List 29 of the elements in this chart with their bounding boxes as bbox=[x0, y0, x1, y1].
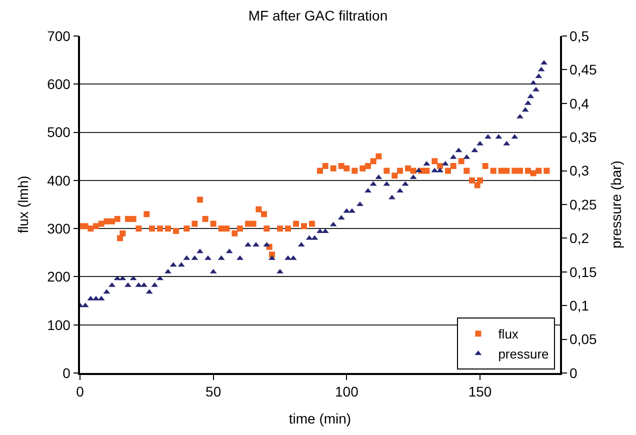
y-tick-label: 500 bbox=[47, 124, 71, 140]
x-tick-label: 50 bbox=[206, 384, 222, 400]
y2-tick-label: 0,1 bbox=[570, 298, 590, 314]
y2-tick-label: 0,35 bbox=[570, 129, 598, 145]
y2-axis-title: pressure (bar) bbox=[608, 160, 624, 248]
y-tick-label: 300 bbox=[47, 220, 71, 236]
y2-tick-label: 0,4 bbox=[570, 95, 590, 112]
y-tick-label: 700 bbox=[47, 28, 71, 44]
y2-tick-label: 0,3 bbox=[570, 162, 590, 179]
x-tick-label: 0 bbox=[76, 384, 84, 400]
y2-tick-label: 0,45 bbox=[570, 62, 598, 78]
x-tick-label: 150 bbox=[468, 384, 492, 400]
chart-title: MF after GAC filtration bbox=[248, 8, 388, 24]
y2-tick-label: 0,05 bbox=[570, 331, 598, 348]
legend-label: flux bbox=[498, 326, 519, 342]
y-tick-label: 200 bbox=[47, 268, 71, 285]
legend-label: pressure bbox=[498, 346, 549, 362]
y-tick-label: 100 bbox=[47, 316, 71, 333]
y2-tick-label: 0,2 bbox=[570, 230, 590, 246]
y2-tick-label: 0,15 bbox=[570, 264, 598, 280]
y-tick-label: 600 bbox=[47, 76, 71, 92]
y2-tick-label: 0,5 bbox=[570, 28, 590, 44]
y-tick-label: 0 bbox=[62, 364, 71, 381]
x-axis-title: time (min) bbox=[288, 410, 352, 426]
y-tick-label: 400 bbox=[47, 172, 71, 188]
y-axis-title: flux (lmh) bbox=[15, 176, 32, 234]
y2-tick-label: 0,25 bbox=[570, 196, 598, 212]
y2-tick-label: 0 bbox=[570, 364, 578, 381]
x-tick-label: 100 bbox=[334, 384, 359, 400]
